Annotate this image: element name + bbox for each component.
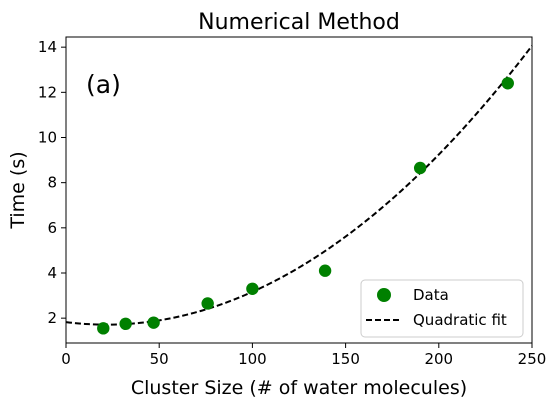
fit-layer — [65, 45, 533, 326]
chart-title: Numerical Method — [198, 10, 400, 35]
x-axis-ticks: 0 50 100 150 200 250 — [61, 343, 546, 368]
data-point — [246, 282, 259, 296]
x-tick-label: 150 — [331, 350, 360, 368]
data-point — [413, 161, 427, 175]
y-tick-label: 12 — [38, 83, 57, 101]
legend: Data Quadratic fit — [360, 279, 524, 338]
legend-label-quadratic-fit: Quadratic fit — [413, 311, 507, 329]
points-layer — [97, 77, 514, 335]
data-point — [147, 316, 160, 329]
quadratic-fit-line — [65, 45, 533, 326]
y-tick-label: 10 — [38, 128, 57, 146]
y-tick-label: 2 — [47, 309, 57, 327]
y-tick-label: 6 — [47, 219, 57, 237]
legend-label-data: Data — [413, 286, 449, 304]
y-axis-label: Time (s) — [7, 151, 29, 229]
y-tick-label: 8 — [47, 174, 57, 192]
legend-box — [360, 279, 524, 338]
y-tick-label: 14 — [38, 38, 57, 56]
data-point — [201, 297, 214, 310]
data-point — [119, 317, 132, 331]
x-tick-label: 250 — [518, 350, 547, 368]
legend-marker-data — [377, 288, 391, 302]
x-tick-label: 0 — [61, 350, 71, 368]
plot-frame — [65, 36, 533, 344]
y-axis-ticks: 2 4 6 8 10 12 14 — [38, 38, 66, 327]
data-point — [501, 77, 514, 90]
plot-area — [65, 45, 533, 335]
x-tick-label: 50 — [150, 350, 169, 368]
y-tick-label: 4 — [47, 264, 57, 282]
data-point — [318, 264, 332, 277]
x-tick-label: 100 — [238, 350, 267, 368]
x-tick-label: 200 — [424, 350, 453, 368]
data-point — [97, 322, 110, 335]
panel-label: (a) — [86, 70, 121, 99]
x-axis-label: Cluster Size (# of water molecules) — [131, 377, 467, 399]
